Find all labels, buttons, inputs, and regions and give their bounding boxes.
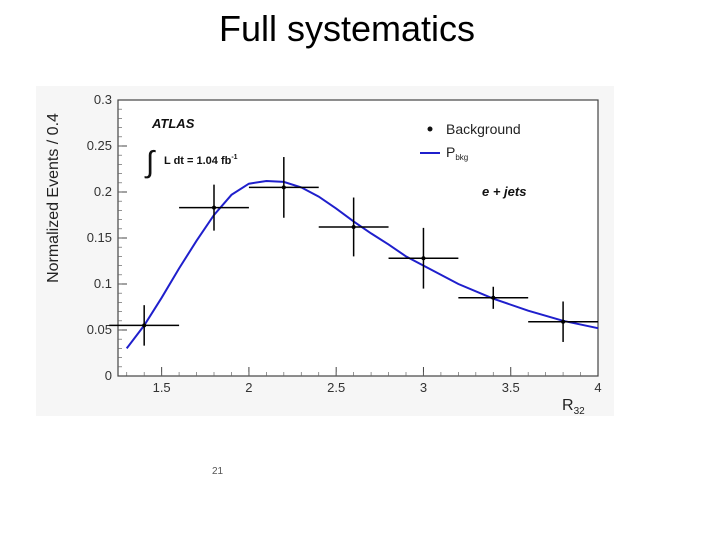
data-point bbox=[248, 157, 319, 218]
axis-ticks: 1.5 2 2.5 3 3.5 4 0 0.05 0.1 0.15 0.2 0.25 0.3 bbox=[87, 92, 602, 395]
x-tick-label: 3.5 bbox=[502, 380, 520, 395]
point-marker bbox=[351, 224, 356, 229]
x-axis-label-subscript: 32 bbox=[574, 406, 586, 417]
legend-marker-background bbox=[427, 126, 433, 132]
x-tick-label: 3 bbox=[420, 380, 427, 395]
x-tick-label: 2 bbox=[245, 380, 252, 395]
x-tick-label: 4 bbox=[594, 380, 601, 395]
point-marker bbox=[281, 185, 286, 190]
x-tick-label: 2.5 bbox=[327, 380, 345, 395]
data-point bbox=[109, 305, 180, 346]
luminosity-exponent: -1 bbox=[231, 154, 237, 161]
data-point bbox=[388, 227, 459, 289]
point-marker bbox=[212, 205, 216, 210]
y-axis-label: Normalized Events / 0.4 bbox=[45, 113, 62, 283]
y-tick-label: 0.3 bbox=[94, 92, 112, 107]
legend-label-background: Background bbox=[446, 121, 521, 137]
point-marker bbox=[421, 256, 426, 261]
background-model-curve bbox=[125, 179, 599, 350]
data-point bbox=[179, 184, 249, 231]
integral-sign: ∫ bbox=[144, 146, 156, 179]
y-tick-label: 0.15 bbox=[87, 230, 112, 245]
data-point bbox=[528, 301, 598, 342]
data-point bbox=[458, 286, 529, 309]
point-marker bbox=[142, 323, 147, 328]
background-points bbox=[109, 157, 598, 346]
data-point bbox=[318, 197, 389, 257]
slide-title: Full systematics bbox=[218, 8, 476, 49]
plot-frame bbox=[117, 99, 599, 377]
model-line bbox=[125, 179, 599, 350]
legend: Background Pbkg bbox=[420, 121, 521, 162]
x-tick-label: 1.5 bbox=[153, 380, 171, 395]
y-tick-label: 0.2 bbox=[94, 184, 112, 199]
atlas-label: ATLAS bbox=[151, 116, 195, 131]
point-marker bbox=[561, 319, 566, 324]
x-axis-label: R32 bbox=[562, 397, 585, 417]
y-tick-label: 0.1 bbox=[94, 276, 112, 291]
luminosity-text: L dt = 1.04 fb bbox=[164, 155, 232, 167]
point-marker bbox=[491, 295, 496, 300]
x-axis-label-main: R bbox=[562, 397, 574, 414]
slide-number: 21 bbox=[212, 466, 224, 477]
y-tick-label: 0 bbox=[105, 368, 112, 383]
y-tick-label: 0.05 bbox=[87, 322, 112, 337]
legend-label-model: Pbkg bbox=[446, 144, 468, 162]
y-tick-label: 0.25 bbox=[87, 138, 112, 153]
channel-label: e + jets bbox=[482, 184, 526, 199]
luminosity-label: L dt = 1.04 fb-1 bbox=[164, 154, 238, 167]
